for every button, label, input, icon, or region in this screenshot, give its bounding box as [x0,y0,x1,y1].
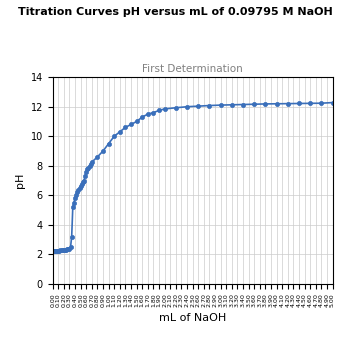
Text: Titration Curves pH versus mL of 0.09795 M NaOH: Titration Curves pH versus mL of 0.09795… [18,7,332,17]
Title: First Determination: First Determination [142,64,243,74]
X-axis label: mL of NaOH: mL of NaOH [159,313,226,323]
Y-axis label: pH: pH [15,173,25,188]
